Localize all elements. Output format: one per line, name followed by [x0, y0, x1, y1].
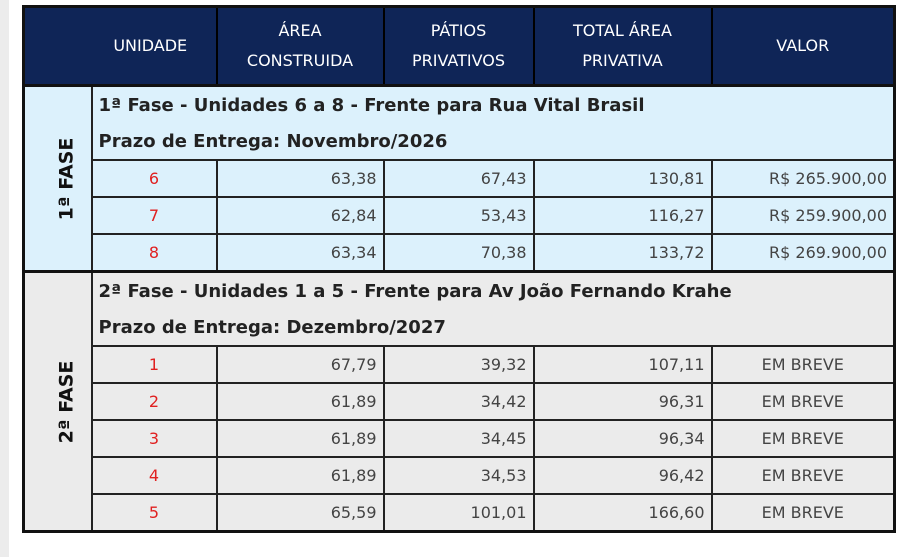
phase-title-row: 1ª FASE 1ª Fase - Unidades 6 a 8 - Frente… — [22, 84, 896, 273]
header-patios: PÁTIOS PRIVATIVOS — [382, 5, 535, 87]
table-row: 4 61,89 34,53 96,42 EM BREVE — [24, 456, 896, 495]
patios-privativos: 34,42 — [382, 382, 535, 421]
patios-privativos: 101,01 — [382, 493, 535, 533]
table-row: 3 61,89 34,45 96,34 EM BREVE — [24, 419, 896, 458]
area-construida: 67,79 — [215, 345, 385, 384]
table-row: 8 63,34 70,38 133,72 R$ 269.900,00 — [24, 233, 896, 273]
unit-number: 8 — [90, 233, 218, 273]
header-unidade: UNIDADE — [22, 5, 218, 87]
table-row: 1 67,79 39,32 107,11 EM BREVE — [24, 345, 896, 384]
valor: EM BREVE — [710, 493, 896, 533]
total-area-privativa: 130,81 — [532, 159, 713, 198]
patios-privativos: 34,45 — [382, 419, 535, 458]
valor: EM BREVE — [710, 345, 896, 384]
total-area-privativa: 166,60 — [532, 493, 713, 533]
header-row: UNIDADE ÁREA CONSTRUIDA PÁTIOS PRIVATIVOS … — [22, 5, 896, 87]
area-construida: 63,34 — [215, 233, 385, 273]
phase-title: 1ª Fase - Unidades 6 a 8 - Frente para R… — [90, 84, 896, 123]
phase-title-row: 2ª FASE 2ª Fase - Unidades 1 a 5 - Frente… — [22, 270, 896, 533]
table-row: 7 62,84 53,43 116,27 R$ 259.900,00 — [24, 196, 896, 235]
valor: R$ 269.900,00 — [710, 233, 896, 273]
patios-privativos: 34,53 — [382, 456, 535, 495]
phase-label-cell: 1ª FASE — [22, 84, 93, 273]
header-valor: VALOR — [710, 5, 896, 87]
phase-deadline: Prazo de Entrega: Novembro/2026 — [90, 123, 896, 160]
total-area-privativa: 96,42 — [532, 456, 713, 495]
area-construida: 62,84 — [215, 196, 385, 235]
area-construida: 63,38 — [215, 159, 385, 198]
patios-privativos: 53,43 — [382, 196, 535, 235]
header-total: TOTAL ÁREA PRIVATIVA — [532, 5, 713, 87]
phase-label-cell: 2ª FASE — [22, 270, 93, 533]
area-construida: 61,89 — [215, 419, 385, 458]
unit-number: 3 — [90, 419, 218, 458]
phase-deadline-row: Prazo de Entrega: Novembro/2026 — [24, 123, 896, 160]
total-area-privativa: 116,27 — [532, 196, 713, 235]
unit-number: 7 — [90, 196, 218, 235]
total-area-privativa: 133,72 — [532, 233, 713, 273]
valor: R$ 259.900,00 — [710, 196, 896, 235]
left-border-strip — [0, 0, 9, 557]
phase-title: 2ª Fase - Unidades 1 a 5 - Frente para A… — [90, 270, 896, 309]
table-row: 6 63,38 67,43 130,81 R$ 265.900,00 — [24, 159, 896, 198]
area-construida: 61,89 — [215, 382, 385, 421]
patios-privativos: 70,38 — [382, 233, 535, 273]
phase-label: 1ª FASE — [55, 137, 78, 220]
patios-privativos: 67,43 — [382, 159, 535, 198]
total-area-privativa: 96,34 — [532, 419, 713, 458]
phase-deadline: Prazo de Entrega: Dezembro/2027 — [90, 309, 896, 346]
phase-deadline-row: Prazo de Entrega: Dezembro/2027 — [24, 309, 896, 346]
valor: EM BREVE — [710, 382, 896, 421]
total-area-privativa: 96,31 — [532, 382, 713, 421]
phase-label: 2ª FASE — [55, 360, 78, 443]
header-area: ÁREA CONSTRUIDA — [215, 5, 385, 87]
table-row: 5 65,59 101,01 166,60 EM BREVE — [24, 493, 896, 533]
valor: EM BREVE — [710, 456, 896, 495]
area-construida: 61,89 — [215, 456, 385, 495]
table-row: 2 61,89 34,42 96,31 EM BREVE — [24, 382, 896, 421]
patios-privativos: 39,32 — [382, 345, 535, 384]
valor: R$ 265.900,00 — [710, 159, 896, 198]
unit-number: 2 — [90, 382, 218, 421]
unit-number: 1 — [90, 345, 218, 384]
units-price-table: UNIDADE ÁREA CONSTRUIDA PÁTIOS PRIVATIVOS … — [22, 5, 896, 533]
valor: EM BREVE — [710, 419, 896, 458]
area-construida: 65,59 — [215, 493, 385, 533]
unit-number: 5 — [90, 493, 218, 533]
unit-number: 4 — [90, 456, 218, 495]
total-area-privativa: 107,11 — [532, 345, 713, 384]
unit-number: 6 — [90, 159, 218, 198]
